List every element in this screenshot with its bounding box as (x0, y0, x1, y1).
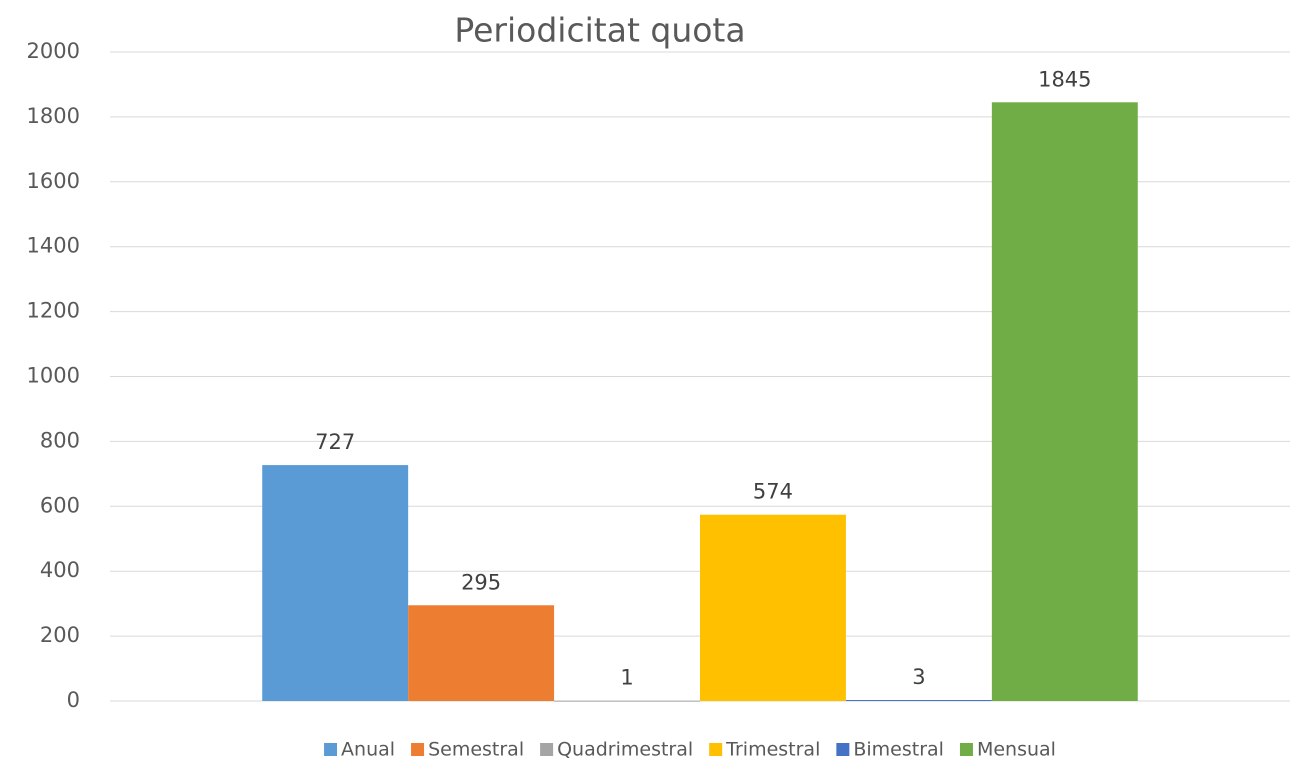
legend-label: Anual (341, 739, 395, 761)
legend-label: Bimestral (853, 739, 944, 761)
y-tick-label: 200 (40, 623, 80, 647)
bar (845, 700, 992, 702)
y-tick-label: 600 (40, 493, 80, 517)
y-tick-label: 1600 (27, 169, 80, 193)
y-tick-label: 1400 (27, 234, 80, 258)
data-label: 727 (315, 430, 355, 454)
y-tick-label: 400 (40, 558, 80, 582)
bar (554, 700, 700, 702)
legend-label: Semestral (428, 739, 524, 761)
legend-swatch (836, 743, 850, 756)
bar (700, 514, 846, 701)
legend-swatch (324, 743, 338, 756)
bar (262, 465, 409, 701)
legend-swatch (540, 743, 554, 756)
legend-label: Mensual (977, 739, 1056, 761)
y-tick-label: 2000 (27, 39, 80, 63)
legend-label: Quadrimestral (557, 739, 693, 761)
y-tick-label: 1000 (27, 364, 80, 388)
y-tick-label: 1200 (27, 299, 80, 323)
y-tick-label: 800 (40, 428, 80, 452)
data-label: 295 (461, 570, 501, 594)
data-label: 1845 (1038, 67, 1091, 91)
legend-label: Trimestral (725, 739, 820, 761)
legend-swatch (959, 743, 973, 756)
data-label: 1 (620, 666, 633, 690)
legend-swatch (709, 743, 723, 756)
bar (991, 102, 1138, 702)
legend-swatch (411, 743, 425, 756)
chart-title: Periodicitat quota (454, 11, 745, 50)
y-tick-label: 1800 (27, 104, 80, 128)
y-tick-label: 0 (67, 688, 80, 712)
bar (408, 605, 555, 701)
data-label: 574 (753, 480, 793, 504)
data-label: 3 (912, 665, 925, 689)
